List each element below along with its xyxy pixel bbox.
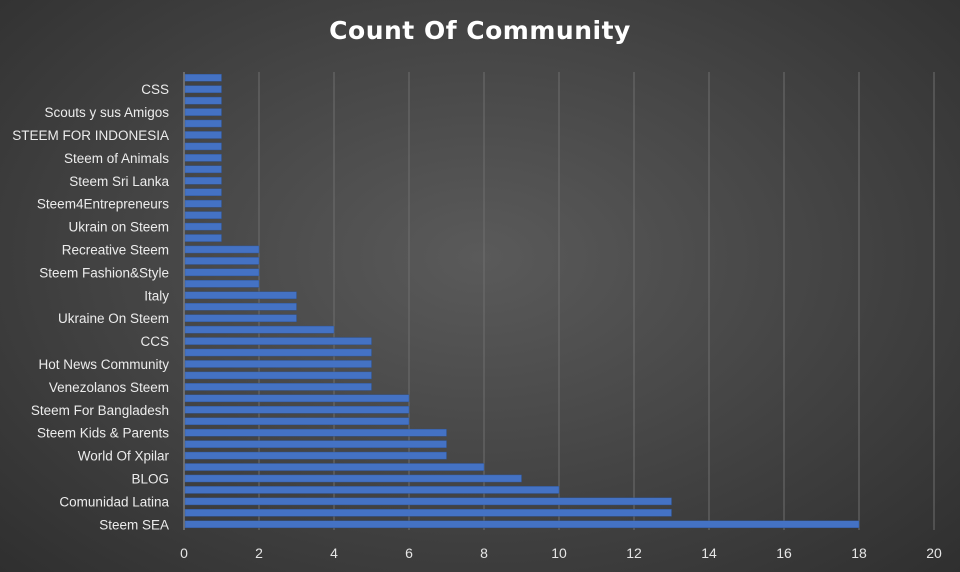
- bar: [184, 96, 222, 105]
- y-tick-label: Venezolanos Steem: [49, 380, 169, 395]
- bar: [184, 222, 222, 231]
- bar: [184, 497, 672, 506]
- y-tick-label: Steem Fashion&Style: [39, 265, 169, 280]
- bar: [184, 520, 860, 529]
- bar: [184, 509, 672, 517]
- bar: [184, 348, 372, 357]
- x-tick-label: 6: [405, 545, 413, 561]
- bar: [184, 451, 447, 460]
- x-tick-label: 10: [551, 545, 567, 561]
- x-tick-label: 4: [330, 545, 338, 561]
- bar: [184, 406, 410, 414]
- y-tick-label: CCS: [140, 334, 169, 349]
- y-tick-label: Comunidad Latina: [59, 494, 169, 509]
- bar: [184, 291, 297, 300]
- bar: [184, 131, 222, 139]
- y-tick-label: Steem Kids & Parents: [37, 426, 169, 441]
- x-tick-label: 8: [480, 545, 488, 561]
- bar: [184, 417, 410, 425]
- bar: [184, 234, 222, 242]
- bar: [184, 177, 222, 185]
- bar: [184, 486, 560, 494]
- y-tick-label: Steem4Entrepreneurs: [37, 197, 169, 212]
- bar: [184, 440, 447, 448]
- bar: [184, 119, 222, 128]
- bar: [184, 371, 372, 380]
- bar: [184, 199, 222, 208]
- x-tick-label: 14: [701, 545, 717, 561]
- y-tick-label: CSS: [141, 82, 169, 97]
- y-tick-label: Ukraine On Steem: [58, 311, 169, 326]
- x-tick-label: 20: [926, 545, 942, 561]
- bar: [184, 302, 297, 311]
- bar: [184, 383, 372, 391]
- bar: [184, 360, 372, 368]
- bar: [184, 165, 222, 174]
- y-tick-label: World Of Xpilar: [78, 449, 170, 464]
- y-tick-label: Scouts y sus Amigos: [44, 105, 169, 120]
- bar: [184, 73, 222, 82]
- y-tick-label: Recreative Steem: [62, 242, 169, 257]
- bar: [184, 85, 222, 93]
- y-tick-label: Steem For Bangladesh: [31, 403, 169, 418]
- bar: [184, 188, 222, 196]
- bar: [184, 280, 260, 288]
- y-tick-label: Steem Sri Lanka: [69, 174, 169, 189]
- y-tick-label: STEEM FOR INDONESIA: [12, 128, 169, 143]
- bar: [184, 142, 222, 151]
- x-tick-label: 2: [255, 545, 263, 561]
- y-tick-label: Ukrain on Steem: [68, 220, 169, 235]
- bar: [184, 325, 335, 334]
- bar: [184, 257, 260, 265]
- x-tick-label: 18: [851, 545, 867, 561]
- bar: [184, 428, 447, 437]
- y-tick-label: Steem of Animals: [64, 151, 169, 166]
- y-tick-label: Italy: [144, 288, 169, 303]
- x-tick-label: 16: [776, 545, 792, 561]
- bar: [184, 463, 485, 471]
- bar: [184, 314, 297, 322]
- bar: [184, 154, 222, 162]
- x-tick-label: 0: [180, 545, 188, 561]
- x-tick-label: 12: [626, 545, 642, 561]
- bar: [184, 108, 222, 116]
- bar: [184, 268, 260, 277]
- bar: [184, 211, 222, 219]
- y-tick-label: BLOG: [131, 471, 169, 486]
- bar: [184, 474, 522, 483]
- bar: [184, 394, 410, 403]
- bar: [184, 337, 372, 345]
- y-tick-label: Steem SEA: [99, 517, 169, 532]
- chart-title: Count Of Community: [329, 16, 631, 45]
- y-tick-label: Hot News Community: [38, 357, 169, 372]
- bar: [184, 245, 260, 254]
